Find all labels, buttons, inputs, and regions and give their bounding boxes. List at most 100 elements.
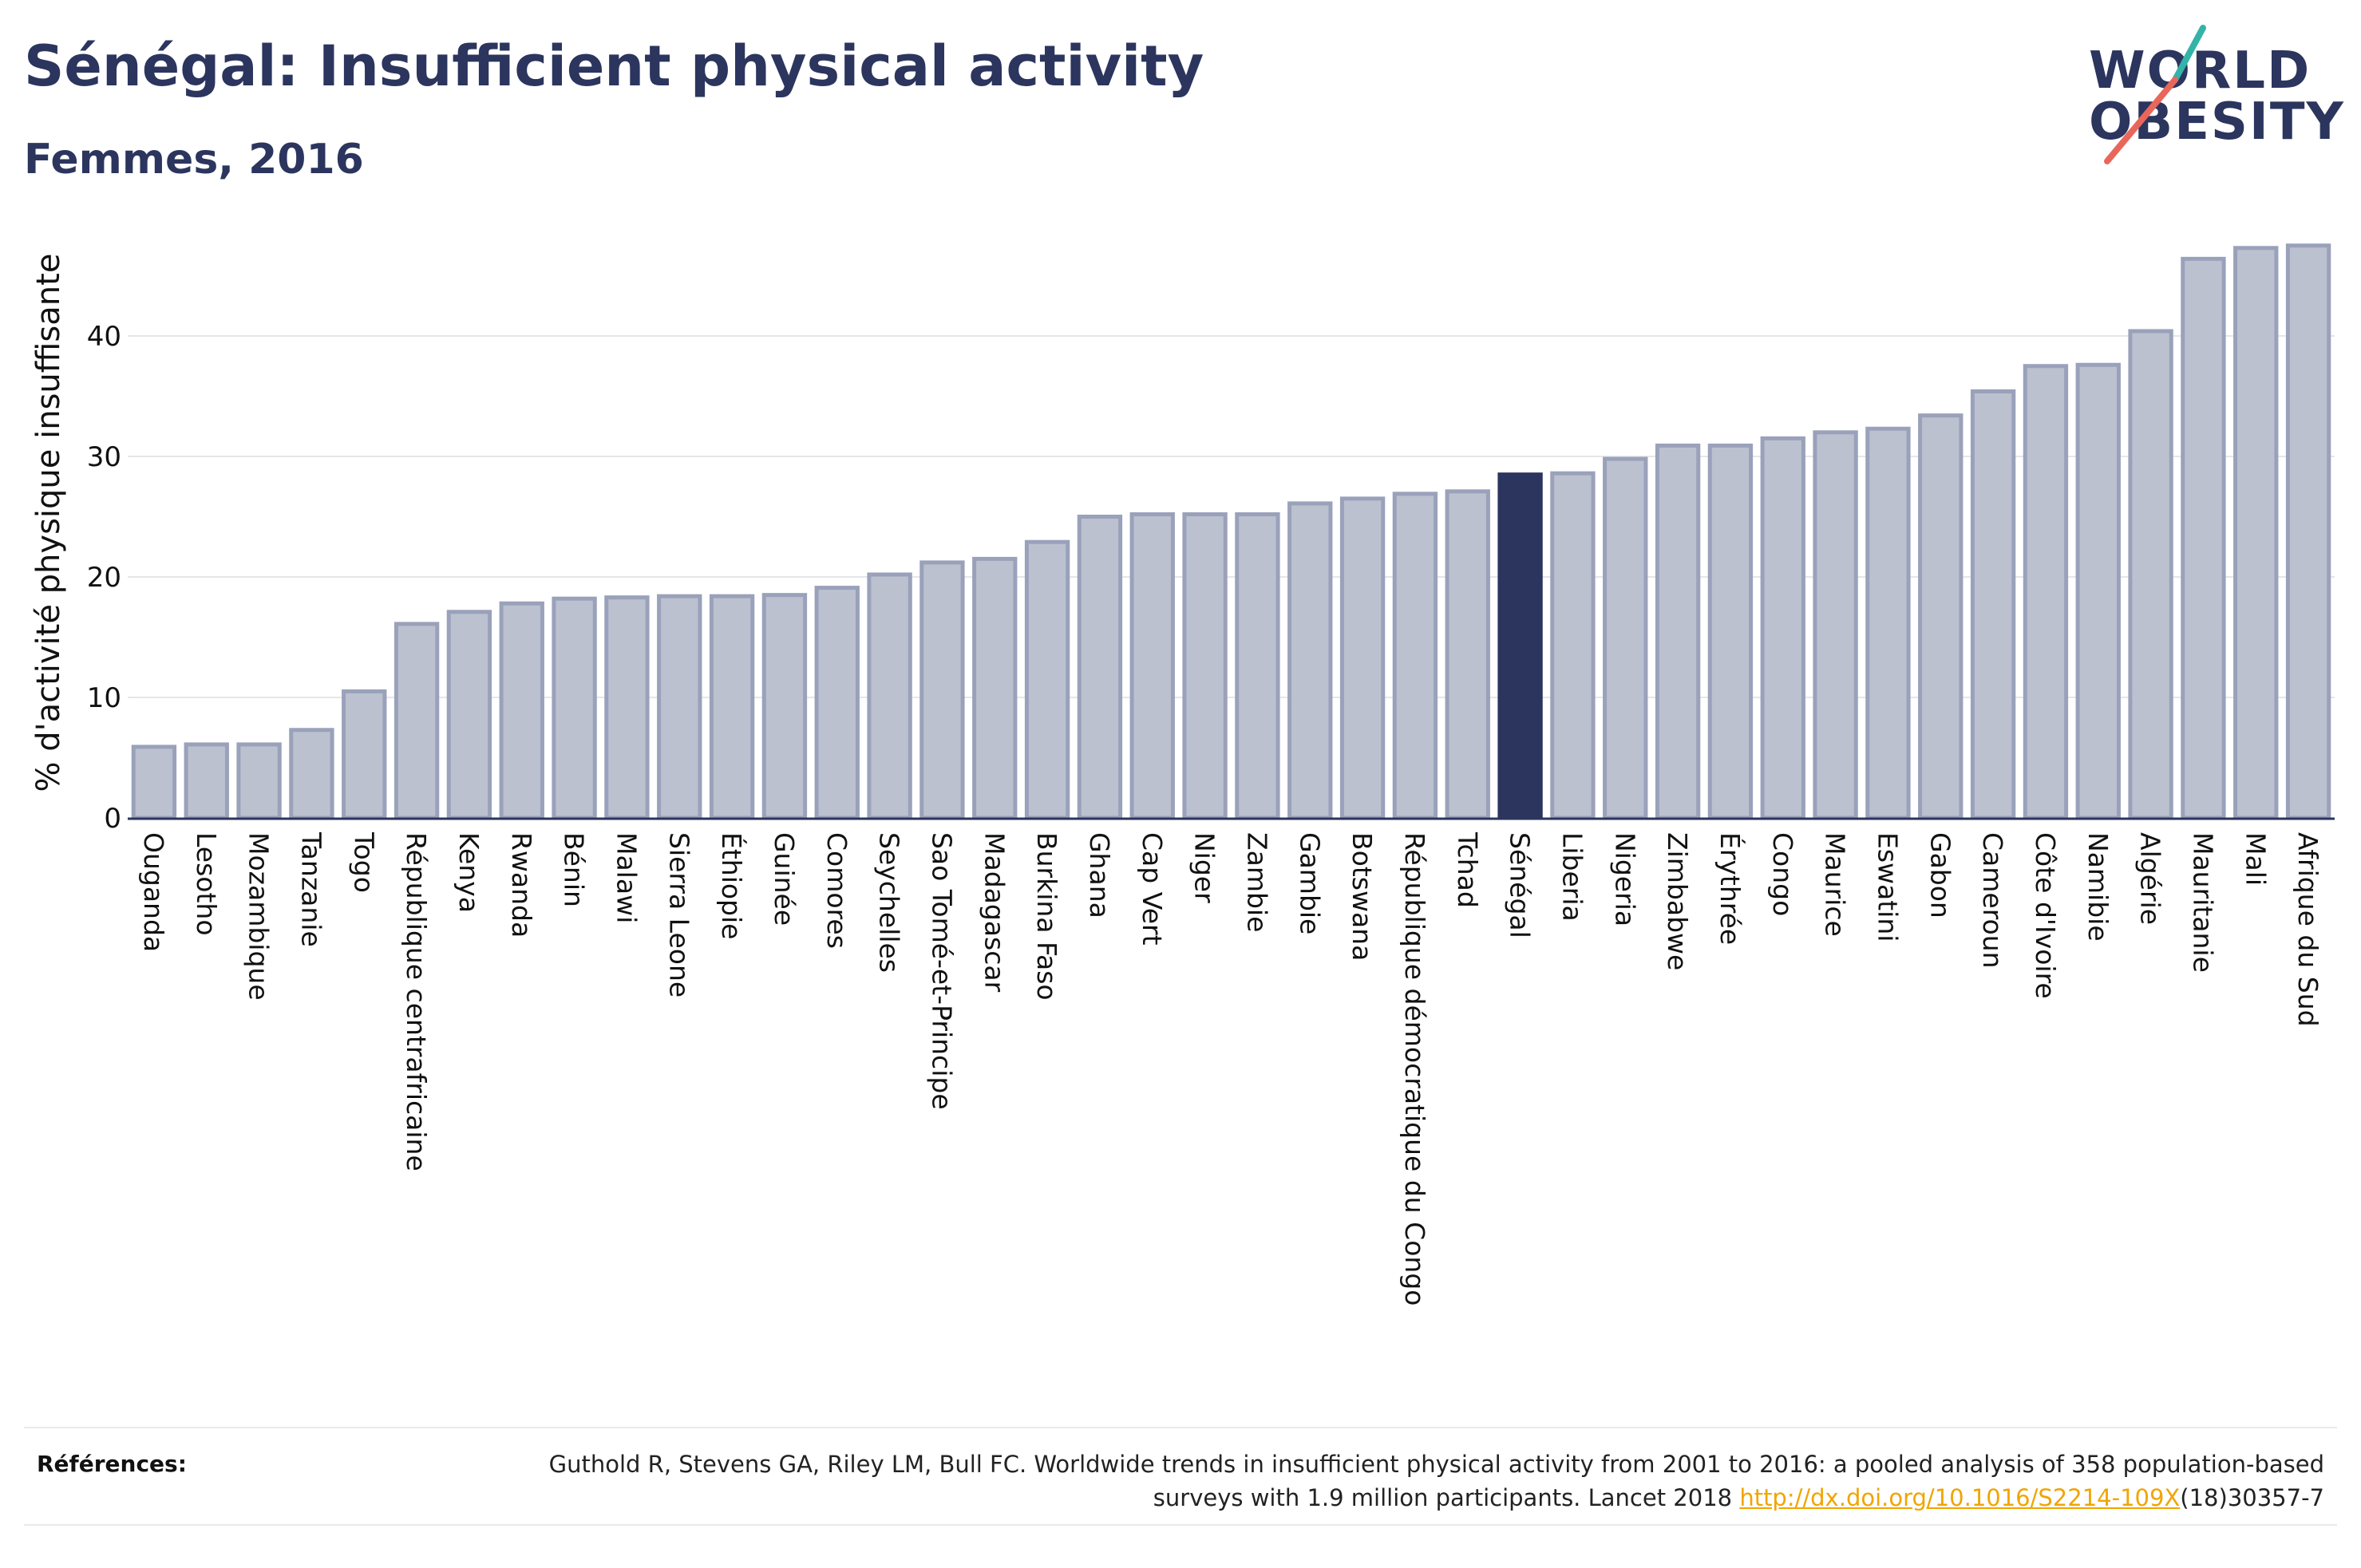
chart-subtitle: Femmes, 2016 <box>24 136 364 184</box>
bar <box>1655 443 1701 820</box>
x-tick-label: Botswana <box>1347 832 1378 961</box>
bar <box>1865 426 1911 820</box>
y-tick-label: 20 <box>87 562 121 594</box>
references-doi-link[interactable]: http://dx.doi.org/10.1016/S2214-109X <box>1739 1484 2181 1511</box>
bar <box>1918 413 1964 820</box>
y-axis-label: % d'activité physique insuffisante <box>30 254 67 792</box>
x-tick-label: Seychelles <box>874 832 905 973</box>
bar <box>2075 362 2121 820</box>
x-tick-label: Comores <box>821 832 852 949</box>
bar <box>972 556 1018 820</box>
bar-chart: 0 10 20 30 40 Ouganda Lesotho Mozambique Tanzan… <box>30 243 2335 1305</box>
logo-slash-icon <box>2104 25 2206 164</box>
references-label: Références: <box>37 1451 187 1477</box>
bar <box>184 742 229 820</box>
y-tick-label: 0 <box>104 803 121 835</box>
x-tick-label: Maurice <box>1820 832 1851 937</box>
bar <box>1077 515 1123 820</box>
bar <box>1129 511 1175 820</box>
bar <box>2285 243 2331 820</box>
x-tick-label: Zambie <box>1241 832 1272 932</box>
bar <box>2023 364 2069 820</box>
references-citation-suffix: (18)30357-7 <box>2180 1484 2324 1511</box>
bar <box>1392 492 1438 820</box>
y-tick-label: 40 <box>87 321 121 353</box>
bar <box>289 728 334 820</box>
bar <box>394 622 440 820</box>
x-tick-label: Congo <box>1767 832 1798 916</box>
x-tick-label: Liberia <box>1556 832 1588 922</box>
bar <box>1813 430 1858 820</box>
x-tick-label: Guinée <box>769 832 800 926</box>
x-tick-label: Algérie <box>2135 832 2166 925</box>
bar <box>657 594 702 820</box>
x-tick-label: Ghana <box>1084 832 1115 918</box>
grid-lines <box>128 335 2335 698</box>
x-tick-label: Afrique du Sud <box>2292 832 2323 1027</box>
y-tick-label: 10 <box>87 682 121 714</box>
y-tick-label: 30 <box>87 441 121 473</box>
x-tick-label: Madagascar <box>979 832 1010 993</box>
x-tick-label: Sénégal <box>1505 832 1536 938</box>
bar <box>2128 329 2173 820</box>
bar <box>1182 511 1228 820</box>
x-tick-label: Mali <box>2240 832 2271 886</box>
y-tick-labels: 0 10 20 30 40 <box>87 321 121 835</box>
chart-title: Sénégal: Insufficient physical activity <box>24 34 1204 99</box>
bars-group <box>131 243 2331 820</box>
x-tick-label: Namibie <box>2082 832 2114 942</box>
x-tick-label: Tchad <box>1452 831 1483 908</box>
x-tick-label: Éthiopie <box>716 832 748 939</box>
x-tick-label: Eswatini <box>1872 832 1903 942</box>
bar <box>604 595 650 820</box>
bar <box>709 594 755 820</box>
x-tick-label: Lesotho <box>191 832 222 936</box>
bar <box>1707 443 1754 820</box>
x-tick-label: Mozambique <box>243 832 275 1001</box>
bar <box>1550 471 1596 820</box>
x-tick-label: Tanzanie <box>295 831 326 947</box>
x-tick-label: Zimbabwe <box>1662 832 1693 970</box>
bar <box>446 610 492 820</box>
bar <box>2233 246 2279 820</box>
references-divider-top <box>24 1427 2337 1428</box>
x-tick-label: Rwanda <box>506 832 537 938</box>
x-tick-label: Sao Tomé-et-Principe <box>926 832 957 1110</box>
x-tick-label: Burkina Faso <box>1031 832 1062 1001</box>
x-tick-label: Gabon <box>1924 832 1956 918</box>
bar <box>552 596 597 820</box>
x-tick-label: Bénin <box>559 832 590 907</box>
references-divider-bottom <box>24 1524 2337 1526</box>
x-tick-label: Mauritanie <box>2187 832 2218 973</box>
x-tick-label: Nigeria <box>1609 832 1640 926</box>
bar <box>919 560 965 820</box>
x-tick-label: Cameroun <box>1977 832 2008 969</box>
bar <box>1603 456 1648 820</box>
bar <box>131 745 177 820</box>
x-tick-labels: Ouganda Lesotho Mozambique Tanzanie Togo Répu… <box>138 831 2323 1305</box>
bar <box>236 742 282 820</box>
x-tick-label: Cap Vert <box>1137 832 1168 946</box>
x-tick-label: Kenya <box>453 832 484 913</box>
bar-highlighted <box>1497 472 1543 820</box>
bar <box>1970 389 2016 820</box>
logo-text-line1: WORLD <box>2089 41 2312 101</box>
references-text: Guthold R, Stevens GA, Riley LM, Bull FC… <box>528 1448 2324 1515</box>
bar <box>814 586 860 820</box>
bar <box>2181 256 2226 820</box>
logo-text-line2: OBESITY <box>2089 93 2345 152</box>
x-tick-label: Gambie <box>1294 832 1325 934</box>
references-citation: Guthold R, Stevens GA, Riley LM, Bull FC… <box>548 1451 2324 1511</box>
x-tick-label: Érythrée <box>1714 832 1746 945</box>
x-tick-label: Togo <box>348 831 379 893</box>
bar <box>499 601 544 820</box>
bar <box>1339 496 1386 820</box>
x-tick-label: Côte d'Ivoire <box>2030 832 2061 999</box>
x-tick-label: Malawi <box>611 832 642 923</box>
bar <box>761 593 808 820</box>
bar <box>1024 539 1070 820</box>
bar <box>1287 501 1333 820</box>
x-tick-label: Sierra Leone <box>663 832 694 997</box>
bar <box>867 572 912 820</box>
bar <box>1445 489 1490 820</box>
